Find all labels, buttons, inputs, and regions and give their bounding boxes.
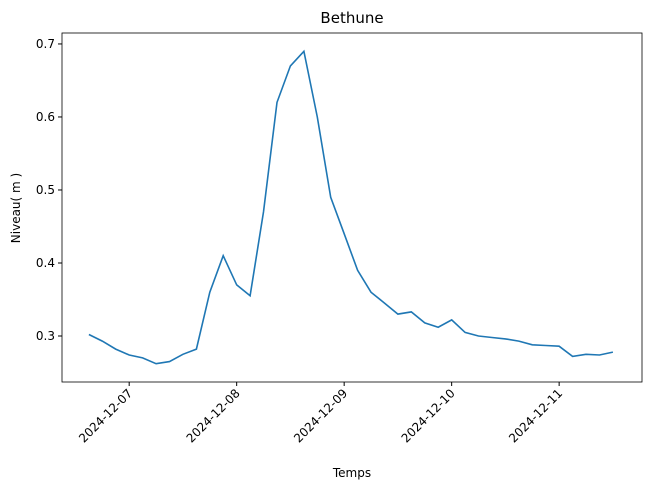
x-axis-label: Temps: [332, 466, 371, 480]
data-line: [88, 49, 614, 365]
y-tick-label: 0.5: [36, 183, 55, 197]
x-tick-label: 2024-12-09: [291, 386, 350, 445]
y-tick-label: 0.7: [36, 37, 55, 51]
y-tick-label: 0.3: [36, 329, 55, 343]
y-tick-label: 0.6: [36, 110, 55, 124]
plot-frame: [61, 32, 643, 383]
x-tick-label: 2024-12-10: [399, 386, 458, 445]
chart-title: Bethune: [320, 9, 383, 27]
y-axis-label: Niveau( m ): [9, 173, 23, 243]
x-tick-label: 2024-12-08: [184, 386, 243, 445]
x-tick-label: 2024-12-11: [506, 386, 565, 445]
x-tick-label: 2024-12-07: [76, 386, 135, 445]
y-tick-label: 0.4: [36, 256, 55, 270]
